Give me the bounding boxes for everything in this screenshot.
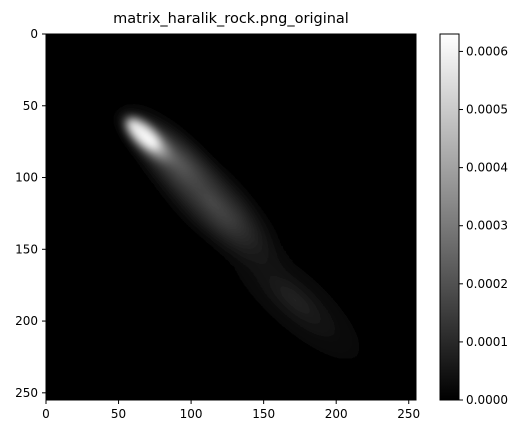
- heatmap-peak-highlight: [127, 119, 159, 149]
- heatmap-image: [110, 95, 389, 386]
- colorbar-tick-label: 0.0001: [466, 335, 508, 349]
- y-tick-label: 50: [23, 99, 38, 113]
- colorbar-tick-label: 0.0003: [466, 219, 508, 233]
- y-tick-label: 150: [15, 242, 38, 256]
- colorbar: [439, 33, 460, 401]
- colorbar-tick-label: 0.0005: [466, 103, 508, 117]
- colorbar-tick-label: 0.0002: [466, 277, 508, 291]
- colorbar-tick-label: 0.0000: [466, 393, 508, 407]
- y-tick-label: 0: [30, 27, 38, 41]
- x-tick-label: 150: [252, 407, 275, 421]
- x-tick-label: 200: [325, 407, 348, 421]
- x-tick-label: 0: [42, 407, 50, 421]
- y-tick-label: 200: [15, 314, 38, 328]
- y-tick-label: 250: [15, 386, 38, 400]
- colorbar-axis: 0.0000 0.0001 0.0002 0.0003 0.0004 0.0005 0.00…: [459, 44, 508, 407]
- plot-frame: [45, 33, 417, 401]
- x-axis: 0 50 100 150 200 250: [42, 400, 420, 421]
- y-tick-label: 100: [15, 171, 38, 185]
- colorbar-tick-label: 0.0006: [466, 44, 508, 58]
- x-tick-label: 250: [397, 407, 420, 421]
- colorbar-tick-label: 0.0004: [466, 161, 508, 175]
- x-tick-label: 50: [111, 407, 126, 421]
- chart-title: matrix_haralik_rock.png_original: [113, 11, 349, 27]
- y-axis: 0 50 100 150 200 250: [15, 27, 46, 400]
- x-tick-label: 100: [180, 407, 203, 421]
